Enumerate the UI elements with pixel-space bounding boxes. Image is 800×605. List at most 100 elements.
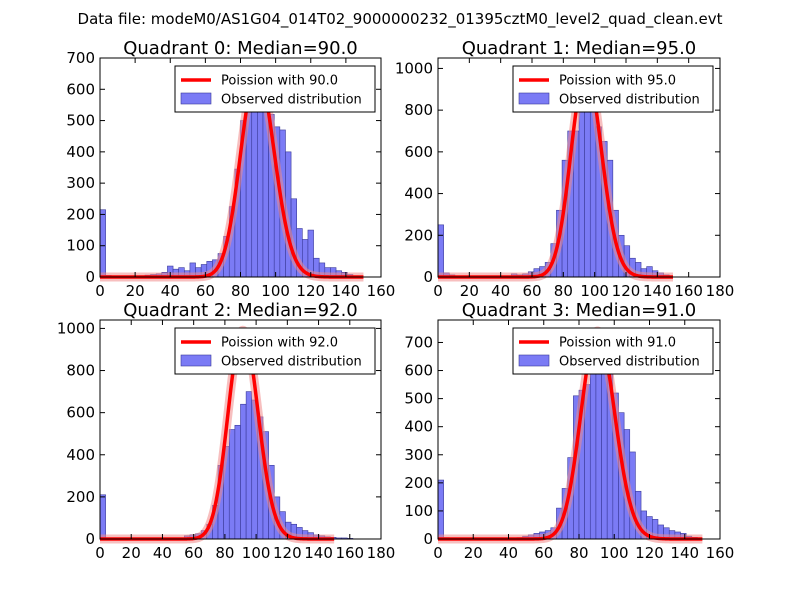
y-tick-label: 600 xyxy=(66,404,95,422)
plot-frame xyxy=(99,319,382,540)
y-tick-label: 0 xyxy=(423,268,433,286)
legend-label-observed: Observed distribution xyxy=(221,355,362,370)
x-tick-label: 80 xyxy=(569,544,588,562)
quadrant-0-chart: Quadrant 0: Median=90.0 0 20 40 60 80 100 120 14… xyxy=(66,38,395,300)
x-tick-label: 40 xyxy=(491,282,510,300)
y-tick-label: 300 xyxy=(66,174,95,192)
x-tick-label: 120 xyxy=(612,282,641,300)
legend-bar-swatch xyxy=(180,92,212,105)
histogram-bar-15 xyxy=(589,347,597,540)
x-tick-label: 120 xyxy=(273,544,302,562)
y-tick-label: 0 xyxy=(423,530,433,548)
y-tick-label: 0 xyxy=(85,530,95,548)
x-tick-label: 20 xyxy=(126,282,145,300)
histogram-bar-0 xyxy=(99,209,106,278)
y-tick-label: 600 xyxy=(404,362,433,380)
legend: Poission with 92.0 Observed distribution xyxy=(174,327,376,375)
legend-box xyxy=(174,65,376,113)
legend-label-poisson: Poission with 90.0 xyxy=(221,74,338,89)
y-tick-label: 400 xyxy=(66,143,95,161)
x-tick-label: 160 xyxy=(367,282,396,300)
legend-label-observed: Observed distribution xyxy=(559,93,700,108)
x-tick-label: 60 xyxy=(184,544,203,562)
legend: Poission with 95.0 Observed distribution xyxy=(512,65,714,113)
histogram-bar-0 xyxy=(99,494,106,540)
histogram-bar-13 xyxy=(245,391,253,540)
x-tick-label: 100 xyxy=(242,544,271,562)
y-tick-label: 0 xyxy=(85,268,95,286)
x-tick-label: 140 xyxy=(643,282,672,300)
y-tick-label: 100 xyxy=(66,237,95,255)
legend-label-poisson: Poission with 91.0 xyxy=(559,336,676,351)
x-tick-label: 100 xyxy=(600,544,629,562)
x-tick-label: 100 xyxy=(580,282,609,300)
y-tick-label: 500 xyxy=(66,112,95,130)
legend-box xyxy=(512,65,714,113)
y-tick-label: 1000 xyxy=(57,319,95,337)
x-tick-label: 100 xyxy=(261,282,290,300)
y-tick-label: 600 xyxy=(66,80,95,98)
x-tick-label: 160 xyxy=(674,282,703,300)
x-tick-label: 80 xyxy=(554,282,573,300)
histogram-bar-16 xyxy=(595,350,602,540)
x-tick-label: 60 xyxy=(196,282,215,300)
legend-bar-swatch xyxy=(180,354,212,367)
chart-title: Quadrant 3: Median=91.0 xyxy=(462,300,697,321)
legend-label-observed: Observed distribution xyxy=(221,93,362,108)
chart-title: Quadrant 1: Median=95.0 xyxy=(462,38,697,59)
y-tick-label: 700 xyxy=(66,49,95,67)
x-tick-label: 160 xyxy=(706,544,735,562)
y-tick-label: 100 xyxy=(404,502,433,520)
y-tick-label: 200 xyxy=(404,226,433,244)
y-tick-label: 400 xyxy=(66,446,95,464)
y-tick-label: 800 xyxy=(404,101,433,119)
x-tick-label: 0 xyxy=(433,544,443,562)
y-tick-label: 200 xyxy=(66,488,95,506)
x-tick-label: 120 xyxy=(296,282,325,300)
histogram-bar-11 xyxy=(234,424,241,540)
histogram-bar-15 xyxy=(578,91,585,278)
quadrant-3-chart: Quadrant 3: Median=91.0 0 20 40 60 80 100 120 14… xyxy=(404,300,734,562)
quadrant-2-chart: Quadrant 2: Median=92.0 0 20 40 60 80 100 120 14… xyxy=(57,300,396,562)
histogram-bar-23 xyxy=(251,110,258,278)
x-tick-label: 180 xyxy=(706,282,735,300)
x-tick-label: 40 xyxy=(161,282,180,300)
legend-label-poisson: Poission with 92.0 xyxy=(221,336,338,351)
legend: Poission with 90.0 Observed distribution xyxy=(174,65,376,113)
x-tick-label: 20 xyxy=(460,282,479,300)
histogram-bar-0 xyxy=(437,479,444,540)
x-tick-label: 20 xyxy=(464,544,483,562)
x-tick-label: 60 xyxy=(534,544,553,562)
x-tick-label: 160 xyxy=(335,544,364,562)
figure-title: Data file: modeM0/AS1G04_014T02_90000002… xyxy=(78,10,723,29)
x-tick-label: 80 xyxy=(215,544,234,562)
x-tick-label: 0 xyxy=(95,282,105,300)
x-tick-label: 120 xyxy=(635,544,664,562)
x-tick-label: 140 xyxy=(332,282,361,300)
chart-title: Quadrant 2: Median=92.0 xyxy=(123,300,358,321)
legend-box xyxy=(174,327,376,375)
y-tick-label: 300 xyxy=(404,446,433,464)
y-tick-label: 400 xyxy=(404,418,433,436)
y-tick-label: 1000 xyxy=(395,59,433,77)
chart-title: Quadrant 0: Median=90.0 xyxy=(123,38,358,59)
x-tick-label: 180 xyxy=(367,544,396,562)
quadrant-1-chart: Quadrant 1: Median=95.0 0 20 40 60 80 100 120 14… xyxy=(395,38,735,300)
legend-bar-swatch xyxy=(518,92,550,105)
legend-label-poisson: Poission with 95.0 xyxy=(559,74,676,89)
legend-box xyxy=(512,327,714,375)
x-tick-label: 60 xyxy=(522,282,541,300)
x-tick-label: 40 xyxy=(499,544,518,562)
y-tick-label: 200 xyxy=(66,205,95,223)
y-tick-label: 500 xyxy=(404,390,433,408)
histogram-bar-10 xyxy=(228,429,236,540)
legend-label-observed: Observed distribution xyxy=(559,355,700,370)
x-tick-label: 140 xyxy=(304,544,333,562)
x-tick-label: 0 xyxy=(95,544,105,562)
x-tick-label: 20 xyxy=(122,544,141,562)
x-tick-label: 0 xyxy=(433,282,443,300)
x-tick-label: 80 xyxy=(231,282,250,300)
histogram-bar-12 xyxy=(240,403,247,540)
y-tick-label: 400 xyxy=(404,185,433,203)
